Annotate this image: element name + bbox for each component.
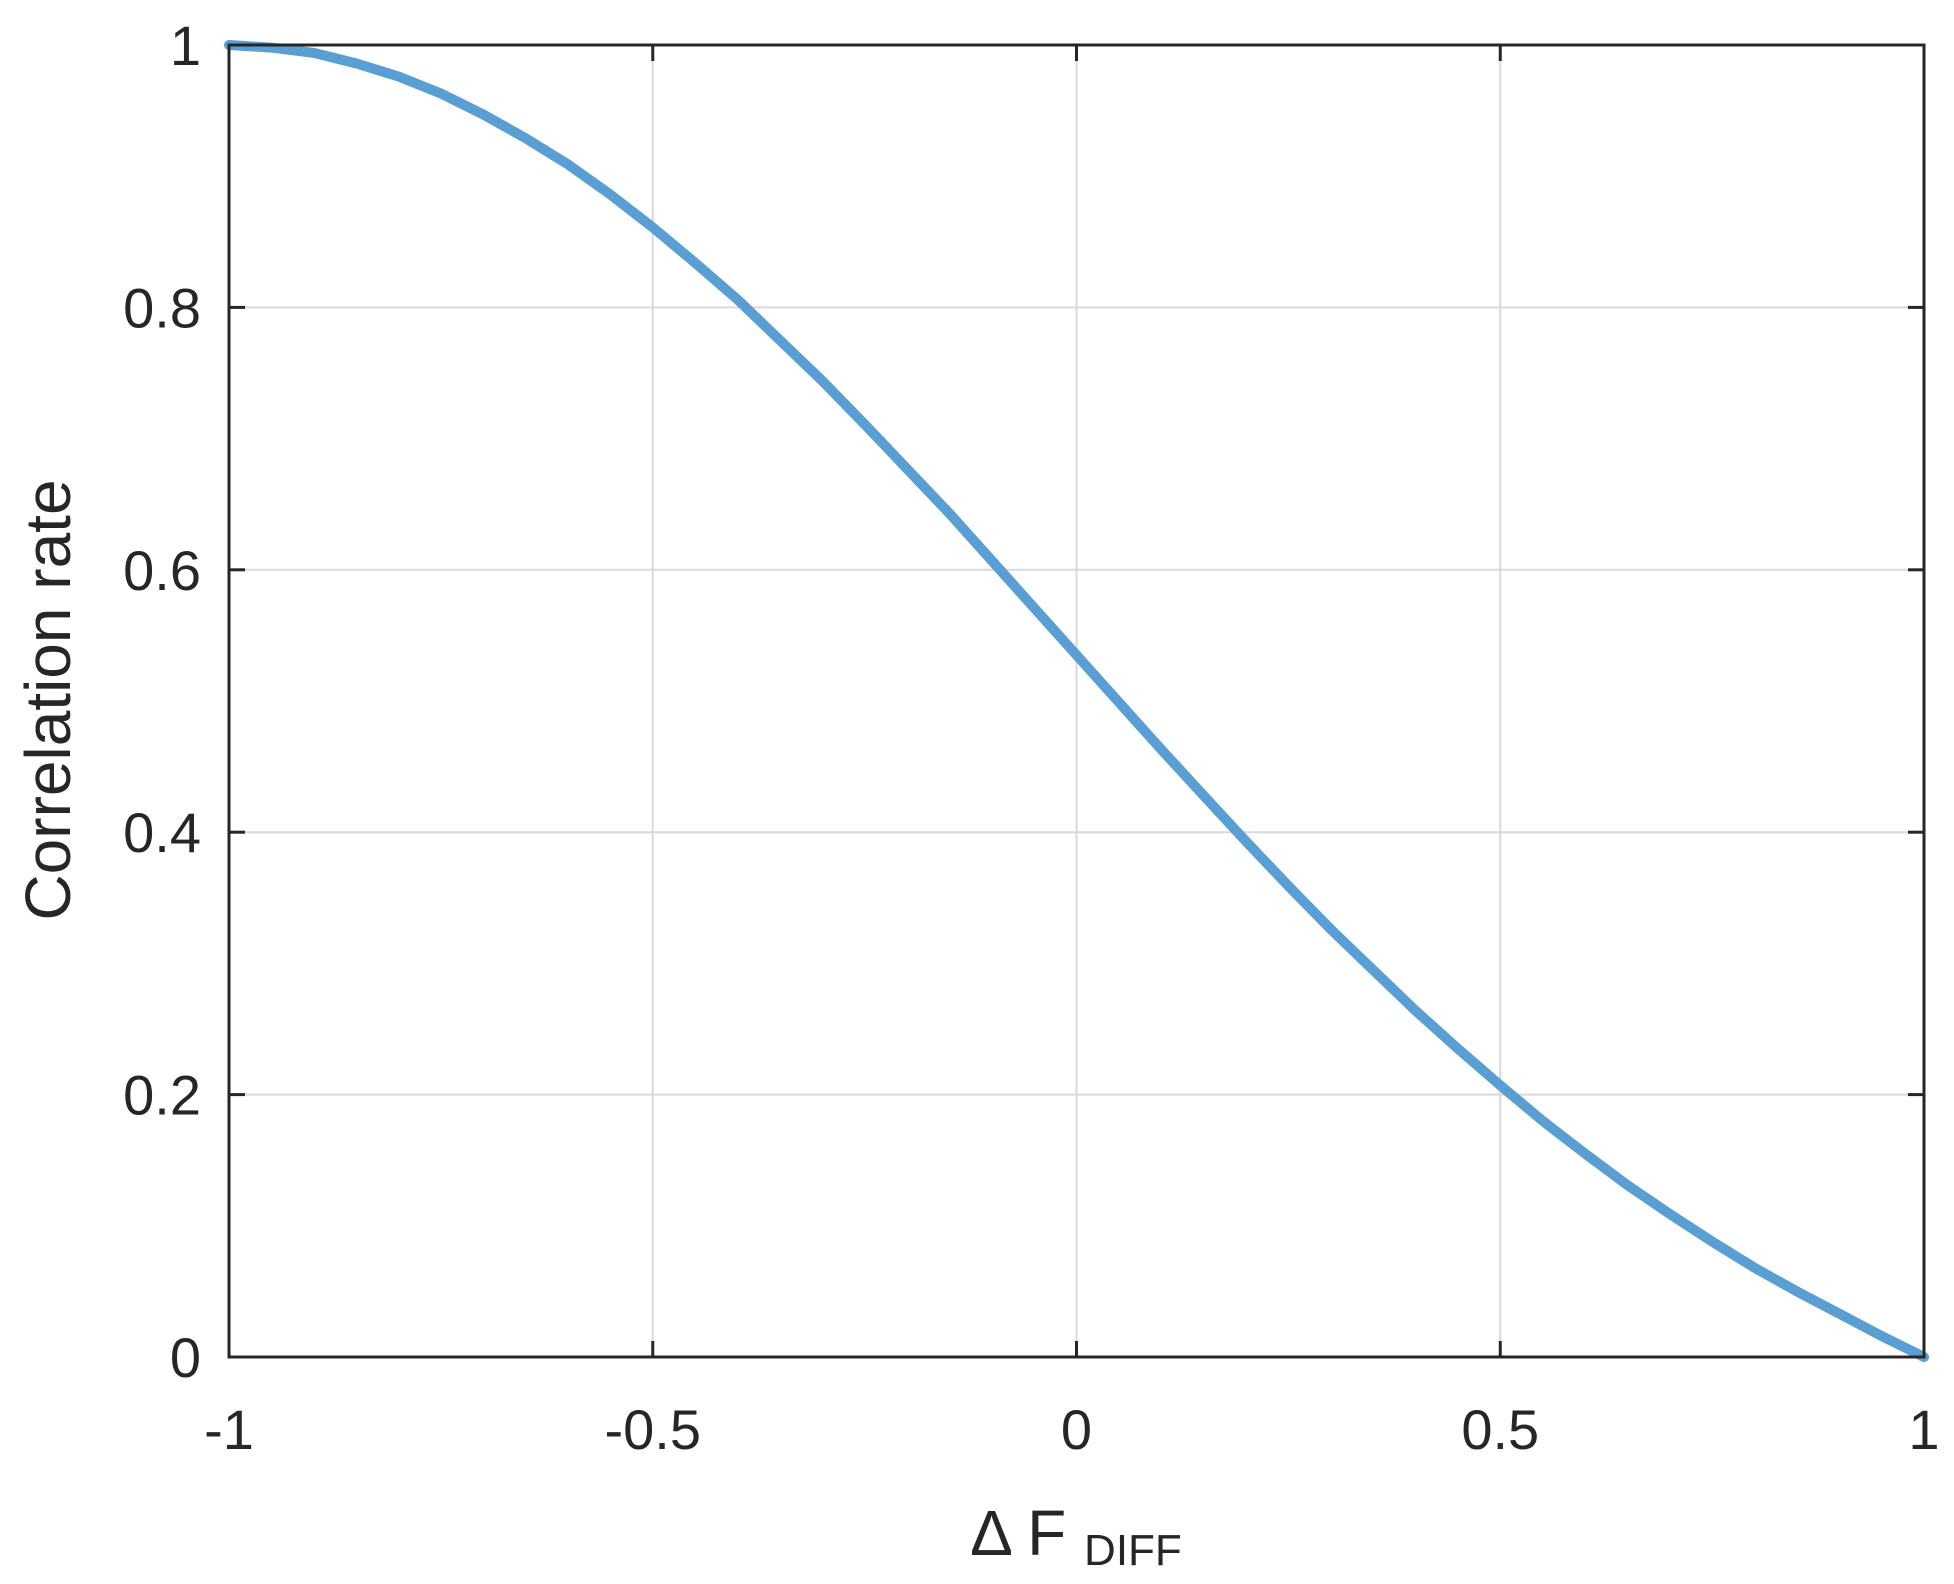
y-tick-label: 1 [170, 14, 201, 77]
x-tick-label: -0.5 [605, 1398, 702, 1461]
y-tick-label: 0.4 [123, 801, 201, 864]
y-tick-label: 0.2 [123, 1064, 201, 1127]
x-tick-label: -1 [204, 1398, 254, 1461]
x-tick-label: 1 [1908, 1398, 1939, 1461]
x-axis-title-main: Δ F [970, 1497, 1066, 1569]
y-tick-label: 0.6 [123, 539, 201, 602]
x-tick-label: 0.5 [1461, 1398, 1539, 1461]
tick-marks [227, 43, 1926, 1359]
grid-lines [228, 44, 1925, 1358]
series-line [224, 40, 1929, 1362]
y-axis-title: Correlation rate [12, 479, 84, 920]
y-tick-label: 0.8 [123, 276, 201, 339]
x-axis-title: Δ F DIFF [970, 1497, 1182, 1575]
y-tick-labels: 0 0.2 0.4 0.6 0.8 1 [123, 14, 201, 1389]
x-axis-title-subscript: DIFF [1084, 1526, 1182, 1575]
x-tick-labels: -1 -0.5 0 0.5 1 [204, 1398, 1939, 1461]
y-tick-label: 0 [170, 1326, 201, 1389]
x-tick-label: 0 [1061, 1398, 1092, 1461]
series-layer [224, 40, 1929, 1362]
